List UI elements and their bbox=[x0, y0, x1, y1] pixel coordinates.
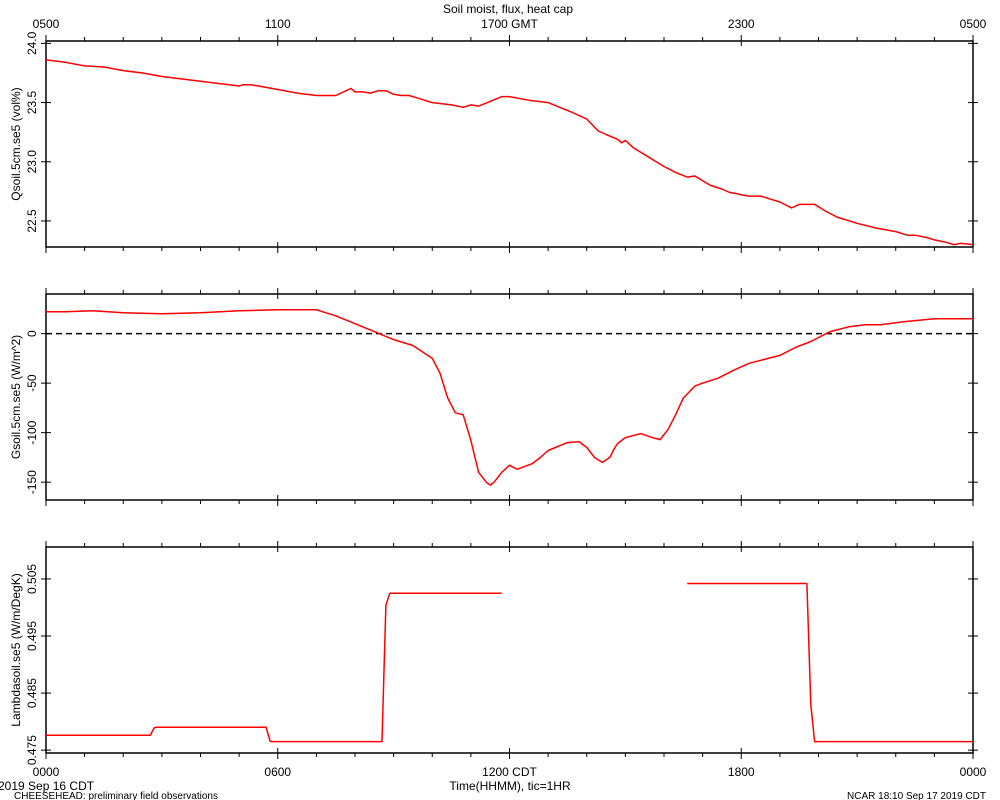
y-axis-label: Lambdasoil.se5 (W/m/DegK) bbox=[9, 573, 23, 726]
chart-panels: 22.5 23.0 23.5 24.0 Qsoil.5cm.se5 (vol%) -150… bbox=[9, 17, 987, 779]
y-tick-label: -50 bbox=[25, 374, 39, 392]
y-tick-label: 0.485 bbox=[25, 678, 39, 708]
chart-title: Soil moist, flux, heat cap bbox=[443, 2, 573, 16]
top-x-tick-label: 0500 bbox=[960, 17, 987, 31]
top-x-tick-label: 2300 bbox=[728, 17, 755, 31]
panel-3-frame bbox=[45, 546, 974, 754]
y-tick-label: -100 bbox=[25, 420, 39, 444]
y-tick-label: 23.5 bbox=[25, 91, 39, 115]
top-x-tick-label: 1700 GMT bbox=[481, 17, 538, 31]
y-tick-label: 0.475 bbox=[25, 735, 39, 765]
date-label: 2019 Sep 16 CDT bbox=[0, 779, 95, 793]
bottom-x-tick-label: 1800 bbox=[728, 765, 755, 779]
y-tick-label: -150 bbox=[25, 470, 39, 494]
bottom-x-tick-label: 0600 bbox=[264, 765, 291, 779]
bottom-x-tick-label: 0000 bbox=[33, 765, 60, 779]
bottom-x-tick-label: 0000 bbox=[960, 765, 987, 779]
top-x-tick-label: 1100 bbox=[265, 17, 291, 31]
x-axis-label: Time(HHMM), tic=1HR bbox=[449, 779, 571, 793]
y-tick-label: 24.0 bbox=[25, 31, 39, 55]
data-series-line bbox=[46, 309, 973, 486]
data-series-line bbox=[687, 582, 973, 743]
panel-2-frame bbox=[45, 293, 974, 501]
project-label: CHEESEHEAD: preliminary field observatio… bbox=[14, 791, 218, 800]
y-tick-label: 0 bbox=[25, 330, 39, 337]
y-axis-label: Qsoil.5cm.se5 (vol%) bbox=[9, 87, 23, 200]
top-x-tick-label: 0500 bbox=[33, 17, 60, 31]
timestamp-label: NCAR 18:10 Sep 17 2019 CDT bbox=[847, 791, 986, 800]
bottom-x-tick-label: 1200 CDT bbox=[482, 765, 537, 779]
data-series-line bbox=[46, 592, 502, 743]
y-tick-label: 23.0 bbox=[25, 150, 39, 174]
y-tick-label: 0.505 bbox=[25, 564, 39, 594]
y-tick-label: 0.495 bbox=[25, 621, 39, 651]
y-axis-label: Gsoil.5cm.se5 (W/m^2) bbox=[9, 335, 23, 459]
y-tick-label: 22.5 bbox=[25, 209, 39, 233]
data-series-line bbox=[45, 59, 974, 246]
